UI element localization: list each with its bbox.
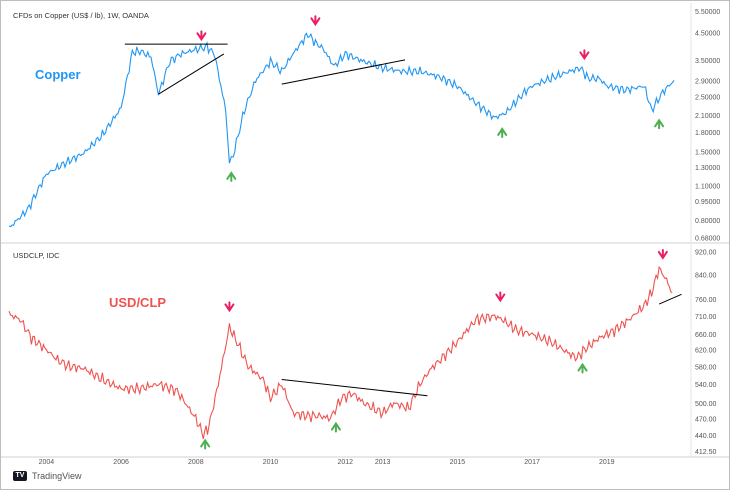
y-tick-label: 920.00 [695, 250, 717, 257]
brand-name: TradingView [32, 471, 82, 481]
x-tick-label: 2004 [39, 459, 55, 466]
y-tick-label: 440.00 [695, 433, 717, 440]
y-tick-label: 580.00 [695, 364, 717, 371]
panel-1: CFDs on Copper (US$ / lb), 1W, OANDA Copp… [1, 3, 729, 244]
x-tick-label: 2015 [450, 459, 466, 466]
y-tick-label: 710.00 [695, 314, 717, 321]
up-arrow-icon [497, 127, 508, 138]
y-tick-label: 1.80000 [695, 130, 720, 137]
x-tick-label: 2012 [337, 459, 353, 466]
y-tick-label: 4.50000 [695, 31, 720, 38]
y-tick-label: 500.00 [695, 401, 717, 408]
x-tick-label: 2006 [113, 459, 129, 466]
y-tick-label: 760.00 [695, 297, 717, 304]
trendline [281, 378, 428, 397]
tradingview-logo-icon: TV [13, 471, 27, 481]
y-tick-label: 412.50 [695, 449, 717, 456]
y-tick-label: 840.00 [695, 272, 717, 279]
trendline [281, 59, 406, 85]
series-line [8, 32, 675, 228]
down-arrow-icon [196, 30, 207, 42]
y-tick-label: 0.80000 [695, 218, 720, 225]
down-arrow-icon [310, 15, 321, 27]
trendline [158, 53, 225, 95]
y-tick-label: 2.90000 [695, 78, 720, 85]
y-tick-label: 620.00 [695, 348, 717, 355]
y-tick-label: 0.95000 [695, 199, 720, 206]
y-tick-label: 470.00 [695, 416, 717, 423]
y-tick-label: 0.68000 [695, 235, 720, 242]
down-arrow-icon [224, 301, 235, 313]
y-tick-label: 1.10000 [695, 183, 720, 190]
up-arrow-icon [654, 118, 665, 130]
y-tick-label: 2.50000 [695, 94, 720, 101]
y-tick-label: 2.10000 [695, 113, 720, 120]
x-tick-label: 2017 [524, 459, 540, 466]
x-tick-label: 2010 [263, 459, 279, 466]
y-tick-label: 540.00 [695, 382, 717, 389]
down-arrow-icon [579, 49, 590, 61]
tradingview-brand: TV TradingView [13, 471, 82, 481]
up-arrow-icon [577, 362, 588, 374]
up-arrow-icon [226, 171, 237, 182]
series-line [8, 265, 673, 440]
panel-2: USDCLP, IDC USD/CLP 920.00 840.00 760.00 710.… [1, 243, 729, 458]
up-arrow-icon [330, 421, 341, 433]
x-tick-label: 2013 [375, 459, 391, 466]
trendline [658, 293, 682, 305]
x-tick-label: 2008 [188, 459, 204, 466]
panel-header: CFDs on Copper (US$ / lb), 1W, OANDA [13, 11, 149, 20]
y-tick-label: 3.50000 [695, 58, 720, 65]
y-tick-label: 660.00 [695, 332, 717, 339]
series-label: USD/CLP [109, 295, 166, 310]
x-tick-label: 2019 [599, 459, 615, 466]
down-arrow-icon [495, 291, 506, 303]
y-tick-label: 5.50000 [695, 9, 720, 16]
y-tick-label: 1.50000 [695, 150, 720, 157]
series-label: Copper [35, 67, 81, 82]
up-arrow-icon [200, 438, 211, 450]
down-arrow-icon [657, 248, 668, 260]
panel-header: USDCLP, IDC [13, 251, 60, 260]
y-tick-label: 1.30000 [695, 165, 720, 172]
